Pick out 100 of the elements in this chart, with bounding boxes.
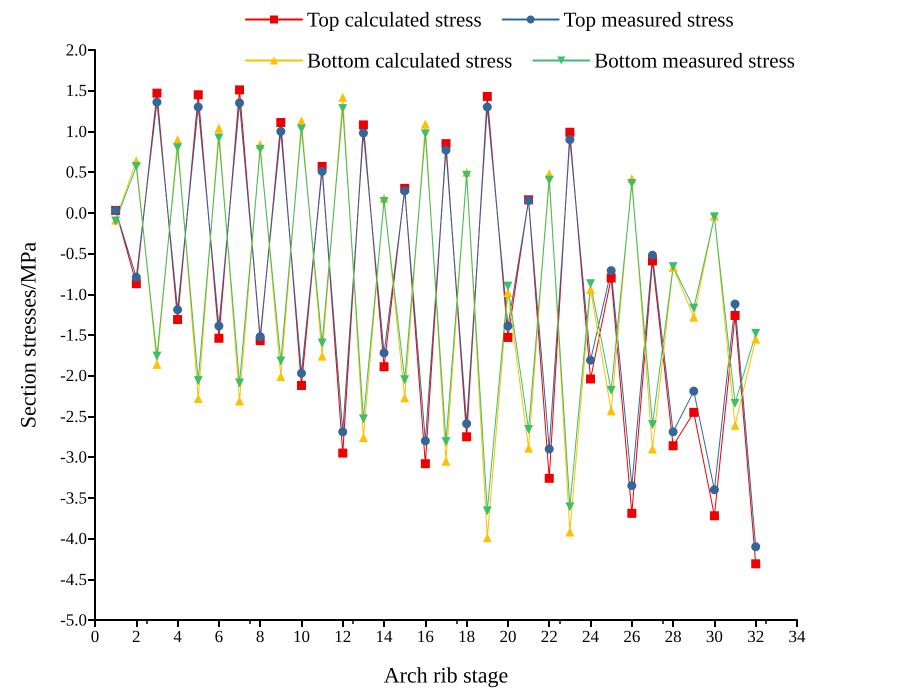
point [380,196,389,206]
point [338,92,348,102]
point [152,352,162,361]
point [194,90,203,100]
point [606,266,616,276]
point [420,436,430,446]
x-tick-label: 8 [256,627,264,646]
point [565,502,574,512]
point [442,456,450,466]
x-tick-label: 6 [214,627,224,646]
point [235,378,244,388]
point [462,170,472,180]
point [606,406,616,416]
point [296,124,306,134]
y-axis-title: Section stresses/MPa [16,242,40,428]
point [152,88,162,98]
x-tick-label: 20 [499,627,516,646]
point [214,124,224,133]
point [710,511,719,520]
point [358,128,368,138]
y-tick-label: -2.0 [60,366,87,386]
point [586,374,596,384]
point [235,85,244,94]
point [173,143,182,152]
point [503,288,512,298]
point [214,133,224,142]
point [689,304,698,313]
point [380,362,389,372]
point [648,250,657,260]
point [751,328,760,338]
point [689,408,698,417]
y-tick-label: -1.5 [60,326,87,344]
point [503,282,512,291]
point [358,414,368,424]
point [400,393,410,402]
point [400,186,410,196]
point [565,528,574,537]
point [194,102,203,112]
point [214,334,224,343]
x-tick-label: 16 [416,627,434,646]
point [586,279,596,288]
y-tick-label: -4.5 [60,570,87,589]
point [482,92,492,101]
x-axis-title: Arch rib stage [384,662,508,688]
point [730,300,740,309]
y-tick-label: -5.0 [60,610,87,630]
point [730,398,740,408]
x-tick-label: 18 [458,627,476,646]
point [751,559,760,568]
point [648,420,657,430]
y-tick-label: -2.5 [60,406,87,426]
x-tick-label: 4 [173,627,182,646]
point [358,120,368,130]
point [565,135,574,144]
point [296,380,306,390]
point [338,427,348,436]
x-tick-label: 14 [376,627,394,646]
point [689,312,698,322]
point [338,448,348,458]
point [318,166,327,176]
point [420,120,430,129]
point [668,427,678,436]
point [544,176,554,185]
y-tick-label: 2.0 [66,40,87,60]
point [586,356,596,365]
point [276,356,286,366]
point [194,376,203,386]
point [400,375,410,384]
x-tick-label: 12 [334,627,352,646]
x-tick-label: 32 [747,627,764,646]
x-tick-label: 0 [90,627,100,646]
point [318,352,327,361]
point [751,542,760,552]
point [627,481,636,490]
point [235,98,244,108]
x-tick-label: 34 [788,627,806,646]
point [380,348,389,358]
x-tick-label: 24 [582,627,600,646]
y-tick-label: 0.0 [66,203,87,222]
point [214,322,224,331]
point [442,437,450,446]
point [544,474,554,483]
point [482,533,492,542]
point [668,441,678,450]
point [462,432,472,442]
point [276,118,286,127]
point [442,146,450,155]
point [420,129,430,138]
y-tick-label: -4.0 [60,529,87,548]
point [462,419,472,428]
point [710,485,719,494]
point [482,102,492,112]
point [173,305,182,314]
y-tick-label: 1.0 [66,122,87,141]
point [132,272,141,282]
point [524,424,534,434]
x-tick-label: 30 [706,627,723,646]
y-tick-label: 1.5 [66,81,87,100]
point [565,128,574,137]
legend-label: Top measured stress [564,8,734,32]
